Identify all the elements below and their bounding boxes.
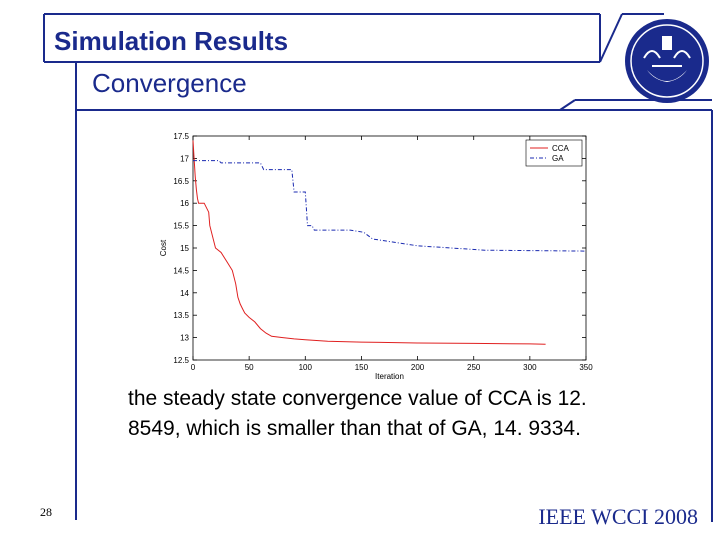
x-tick-label: 350 bbox=[579, 363, 593, 372]
x-tick-label: 300 bbox=[523, 363, 537, 372]
x-tick-label: 100 bbox=[299, 363, 313, 372]
y-tick-label: 13 bbox=[180, 334, 189, 343]
legend-label-ga: GA bbox=[552, 154, 564, 163]
y-tick-label: 14.5 bbox=[173, 266, 189, 275]
x-axis-label: Iteration bbox=[375, 372, 404, 381]
y-tick-label: 13.5 bbox=[173, 311, 189, 320]
caption-text: the steady state convergence value of CC… bbox=[128, 387, 587, 440]
x-tick-label: 0 bbox=[191, 363, 196, 372]
chart-svg: 0 50 100 150 200 250 300 350 12.5 13 13.5 14 14.5 15 1… bbox=[159, 132, 593, 381]
legend-box bbox=[525, 139, 583, 167]
y-tick-label: 12.5 bbox=[173, 356, 189, 365]
x-tick-label: 150 bbox=[355, 363, 369, 372]
x-tick-label: 200 bbox=[411, 363, 425, 372]
y-axis-label: Cost bbox=[159, 239, 168, 256]
y-tick-label: 17 bbox=[180, 154, 189, 163]
y-tick-label: 17.5 bbox=[173, 132, 189, 141]
slide-title: Simulation Results bbox=[54, 26, 289, 56]
y-tick-label: 15.5 bbox=[173, 222, 189, 231]
series-line-ga bbox=[193, 160, 587, 252]
series-line-cca bbox=[192, 140, 546, 345]
legend-label-cca: CCA bbox=[552, 144, 570, 153]
footer-conference: IEEE WCCI 2008 bbox=[538, 504, 698, 529]
y-tick-label: 16 bbox=[180, 199, 189, 208]
x-tick-label: 250 bbox=[467, 363, 481, 372]
slide-subtitle: Convergence bbox=[92, 68, 247, 98]
y-tick-label: 16.5 bbox=[173, 177, 189, 186]
university-of-tehran-logo-icon bbox=[625, 19, 709, 103]
y-tick-label: 14 bbox=[180, 289, 189, 298]
slide-number: 28 bbox=[40, 505, 52, 519]
plot-area bbox=[192, 135, 587, 361]
x-tick-label: 50 bbox=[245, 363, 254, 372]
convergence-chart: 0 50 100 150 200 250 300 350 12.5 13 13.5 14 14.5 15 1… bbox=[150, 126, 600, 388]
y-tick-label: 15 bbox=[180, 244, 189, 253]
